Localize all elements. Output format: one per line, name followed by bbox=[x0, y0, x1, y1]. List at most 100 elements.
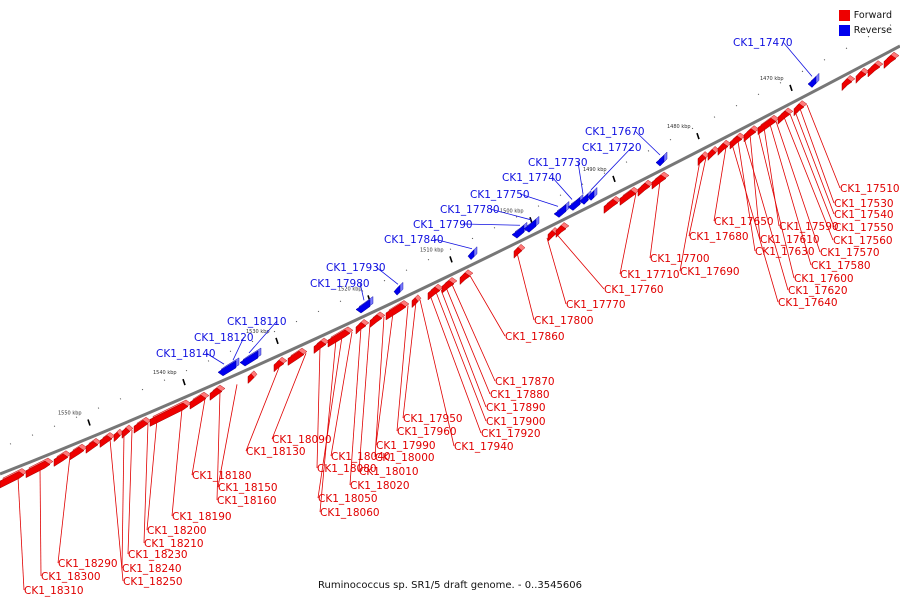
forward-gene-36[interactable] bbox=[757, 114, 780, 136]
forward-gene-32[interactable] bbox=[707, 146, 720, 162]
forward-gene-13[interactable] bbox=[273, 356, 288, 373]
forward-gene-10[interactable] bbox=[189, 391, 210, 410]
forward-gene-28[interactable] bbox=[619, 186, 640, 206]
gene-label[interactable]: CK1_17840 bbox=[384, 234, 444, 246]
gene-label[interactable]: CK1_17980 bbox=[310, 278, 370, 290]
forward-gene-4[interactable] bbox=[85, 438, 102, 454]
gene-label[interactable]: CK1_17590 bbox=[779, 221, 839, 233]
gene-label[interactable]: CK1_18040 bbox=[331, 451, 391, 463]
reverse-gene-1[interactable] bbox=[239, 347, 262, 367]
gene-label[interactable]: CK1_17790 bbox=[413, 219, 473, 231]
forward-gene-42[interactable] bbox=[883, 51, 900, 70]
forward-gene-5[interactable] bbox=[99, 432, 116, 448]
gene-label[interactable]: CK1_18080 bbox=[317, 463, 377, 475]
forward-gene-34[interactable] bbox=[729, 132, 746, 150]
gene-label[interactable]: CK1_17580 bbox=[811, 260, 871, 272]
gene-label[interactable]: CK1_17670 bbox=[585, 126, 645, 138]
gene-label[interactable]: CK1_18060 bbox=[320, 507, 380, 519]
gene-label[interactable]: CK1_18160 bbox=[217, 495, 277, 507]
gene-label[interactable]: CK1_18310 bbox=[24, 585, 84, 597]
forward-gene-17[interactable] bbox=[355, 319, 370, 335]
forward-gene-30[interactable] bbox=[651, 171, 670, 190]
gene-label[interactable]: CK1_18010 bbox=[359, 466, 419, 478]
forward-gene-14[interactable] bbox=[287, 347, 308, 366]
gene-label[interactable]: CK1_17510 bbox=[840, 183, 900, 195]
reverse-gene-9[interactable] bbox=[579, 189, 592, 205]
gene-label[interactable]: CK1_18120 bbox=[194, 332, 254, 344]
gene-label[interactable]: CK1_18230 bbox=[128, 549, 188, 561]
gene-label[interactable]: CK1_17760 bbox=[604, 284, 664, 296]
forward-gene-18[interactable] bbox=[369, 311, 386, 328]
gene-label[interactable]: CK1_17870 bbox=[495, 376, 555, 388]
gene-label[interactable]: CK1_17700 bbox=[650, 253, 710, 265]
gene-label[interactable]: CK1_17780 bbox=[440, 204, 500, 216]
gene-label[interactable]: CK1_18180 bbox=[192, 470, 252, 482]
forward-gene-40[interactable] bbox=[855, 67, 870, 84]
gene-label[interactable]: CK1_17570 bbox=[820, 247, 880, 259]
gene-label[interactable]: CK1_17730 bbox=[528, 157, 588, 169]
gene-label[interactable]: CK1_18150 bbox=[218, 482, 278, 494]
reverse-gene-7[interactable] bbox=[553, 201, 570, 218]
gene-label[interactable]: CK1_17950 bbox=[403, 413, 463, 425]
forward-gene-29[interactable] bbox=[637, 179, 654, 197]
forward-gene-20[interactable] bbox=[411, 294, 422, 309]
forward-gene-8[interactable] bbox=[133, 416, 152, 434]
gene-label[interactable]: CK1_18250 bbox=[123, 576, 183, 588]
gene-label[interactable]: CK1_18020 bbox=[350, 480, 410, 492]
reverse-gene-4[interactable] bbox=[467, 246, 478, 261]
reverse-gene-3[interactable] bbox=[393, 281, 404, 296]
gene-label[interactable]: CK1_17720 bbox=[582, 142, 642, 154]
forward-gene-1[interactable] bbox=[25, 457, 54, 479]
gene-label[interactable]: CK1_17600 bbox=[794, 273, 854, 285]
forward-gene-16[interactable] bbox=[327, 326, 354, 348]
forward-gene-9[interactable] bbox=[149, 399, 192, 427]
gene-label[interactable]: CK1_17560 bbox=[833, 235, 893, 247]
gene-label[interactable]: CK1_18300 bbox=[41, 571, 101, 583]
gene-label[interactable]: CK1_17680 bbox=[689, 231, 749, 243]
gene-label[interactable]: CK1_18240 bbox=[122, 563, 182, 575]
forward-gene-12[interactable] bbox=[247, 370, 258, 385]
gene-label[interactable]: CK1_17620 bbox=[788, 285, 848, 297]
gene-label[interactable]: CK1_17630 bbox=[755, 246, 815, 258]
reverse-gene-2[interactable] bbox=[355, 296, 374, 314]
gene-label[interactable]: CK1_17650 bbox=[714, 216, 774, 228]
forward-gene-3[interactable] bbox=[69, 443, 88, 461]
gene-label[interactable]: CK1_17750 bbox=[470, 189, 530, 201]
gene-label[interactable]: CK1_17610 bbox=[760, 234, 820, 246]
forward-gene-23[interactable] bbox=[459, 269, 474, 286]
gene-label[interactable]: CK1_18210 bbox=[144, 538, 204, 550]
reverse-gene-12[interactable] bbox=[807, 72, 820, 88]
forward-gene-39[interactable] bbox=[841, 75, 856, 92]
gene-label[interactable]: CK1_18130 bbox=[246, 446, 306, 458]
forward-gene-27[interactable] bbox=[603, 196, 622, 214]
forward-gene-19[interactable] bbox=[385, 300, 410, 321]
forward-gene-11[interactable] bbox=[209, 384, 226, 401]
reverse-gene-11[interactable] bbox=[655, 151, 668, 167]
gene-label[interactable]: CK1_17900 bbox=[486, 416, 546, 428]
gene-label[interactable]: CK1_17710 bbox=[620, 269, 680, 281]
gene-label[interactable]: CK1_17540 bbox=[834, 209, 894, 221]
gene-label[interactable]: CK1_18050 bbox=[318, 493, 378, 505]
forward-gene-24[interactable] bbox=[513, 243, 526, 259]
reverse-gene-8[interactable] bbox=[567, 194, 584, 211]
forward-gene-41[interactable] bbox=[867, 60, 884, 78]
gene-label[interactable]: CK1_17880 bbox=[490, 389, 550, 401]
gene-label[interactable]: CK1_18200 bbox=[147, 525, 207, 537]
forward-gene-21[interactable] bbox=[427, 283, 444, 301]
gene-label[interactable]: CK1_18000 bbox=[375, 452, 435, 464]
gene-label[interactable]: CK1_17860 bbox=[505, 331, 565, 343]
gene-label[interactable]: CK1_18110 bbox=[227, 316, 287, 328]
forward-gene-0[interactable] bbox=[0, 468, 28, 489]
forward-gene-33[interactable] bbox=[717, 139, 732, 156]
gene-label[interactable]: CK1_17770 bbox=[566, 299, 626, 311]
gene-label[interactable]: CK1_17920 bbox=[481, 428, 541, 440]
reverse-gene-0[interactable] bbox=[217, 357, 240, 377]
gene-label[interactable]: CK1_18090 bbox=[272, 434, 332, 446]
gene-label[interactable]: CK1_17640 bbox=[778, 297, 838, 309]
forward-gene-31[interactable] bbox=[697, 151, 710, 167]
reverse-gene-6[interactable] bbox=[523, 215, 540, 233]
gene-label[interactable]: CK1_17740 bbox=[502, 172, 562, 184]
forward-gene-15[interactable] bbox=[313, 337, 330, 355]
forward-gene-26[interactable] bbox=[555, 222, 570, 239]
gene-label[interactable]: CK1_18190 bbox=[172, 511, 232, 523]
